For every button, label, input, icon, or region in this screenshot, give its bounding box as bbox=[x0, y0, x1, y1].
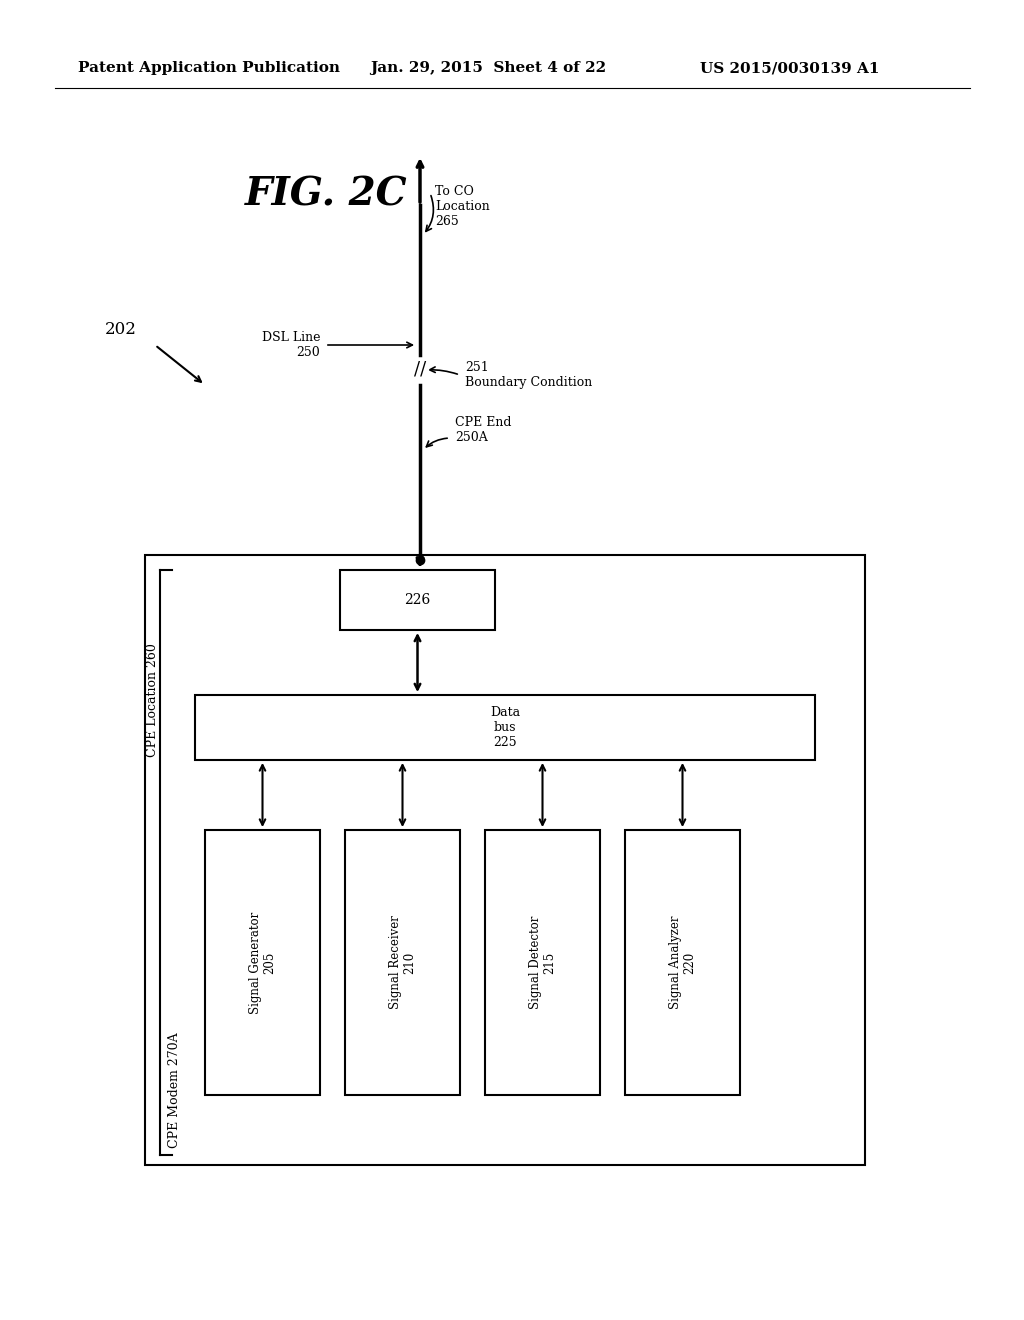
Text: DSL Line
250: DSL Line 250 bbox=[261, 331, 319, 359]
Text: Signal Analyzer
220: Signal Analyzer 220 bbox=[669, 916, 696, 1010]
Bar bbox=[195, 696, 815, 760]
Bar bbox=[345, 830, 460, 1096]
Bar bbox=[340, 570, 495, 630]
Text: Signal Detector
215: Signal Detector 215 bbox=[528, 916, 556, 1010]
Text: CPE Location 260: CPE Location 260 bbox=[145, 643, 159, 756]
Text: Jan. 29, 2015  Sheet 4 of 22: Jan. 29, 2015 Sheet 4 of 22 bbox=[370, 61, 606, 75]
Text: FIG. 2C: FIG. 2C bbox=[245, 176, 408, 214]
Text: //: // bbox=[414, 360, 426, 379]
Text: 226: 226 bbox=[404, 593, 431, 607]
Text: 251
Boundary Condition: 251 Boundary Condition bbox=[465, 360, 592, 389]
Text: Data
bus
225: Data bus 225 bbox=[489, 706, 520, 748]
Text: CPE End
250A: CPE End 250A bbox=[455, 416, 512, 444]
Text: Signal Generator
205: Signal Generator 205 bbox=[249, 911, 276, 1014]
Text: To CO
Location
265: To CO Location 265 bbox=[435, 185, 489, 228]
Text: Patent Application Publication: Patent Application Publication bbox=[78, 61, 340, 75]
Text: 202: 202 bbox=[105, 322, 137, 338]
Text: Signal Receiver
210: Signal Receiver 210 bbox=[388, 916, 417, 1010]
Bar bbox=[205, 830, 319, 1096]
Text: US 2015/0030139 A1: US 2015/0030139 A1 bbox=[700, 61, 880, 75]
Bar bbox=[485, 830, 600, 1096]
Bar bbox=[145, 554, 865, 1166]
Bar bbox=[625, 830, 740, 1096]
Text: CPE Modem 270A: CPE Modem 270A bbox=[169, 1032, 181, 1148]
